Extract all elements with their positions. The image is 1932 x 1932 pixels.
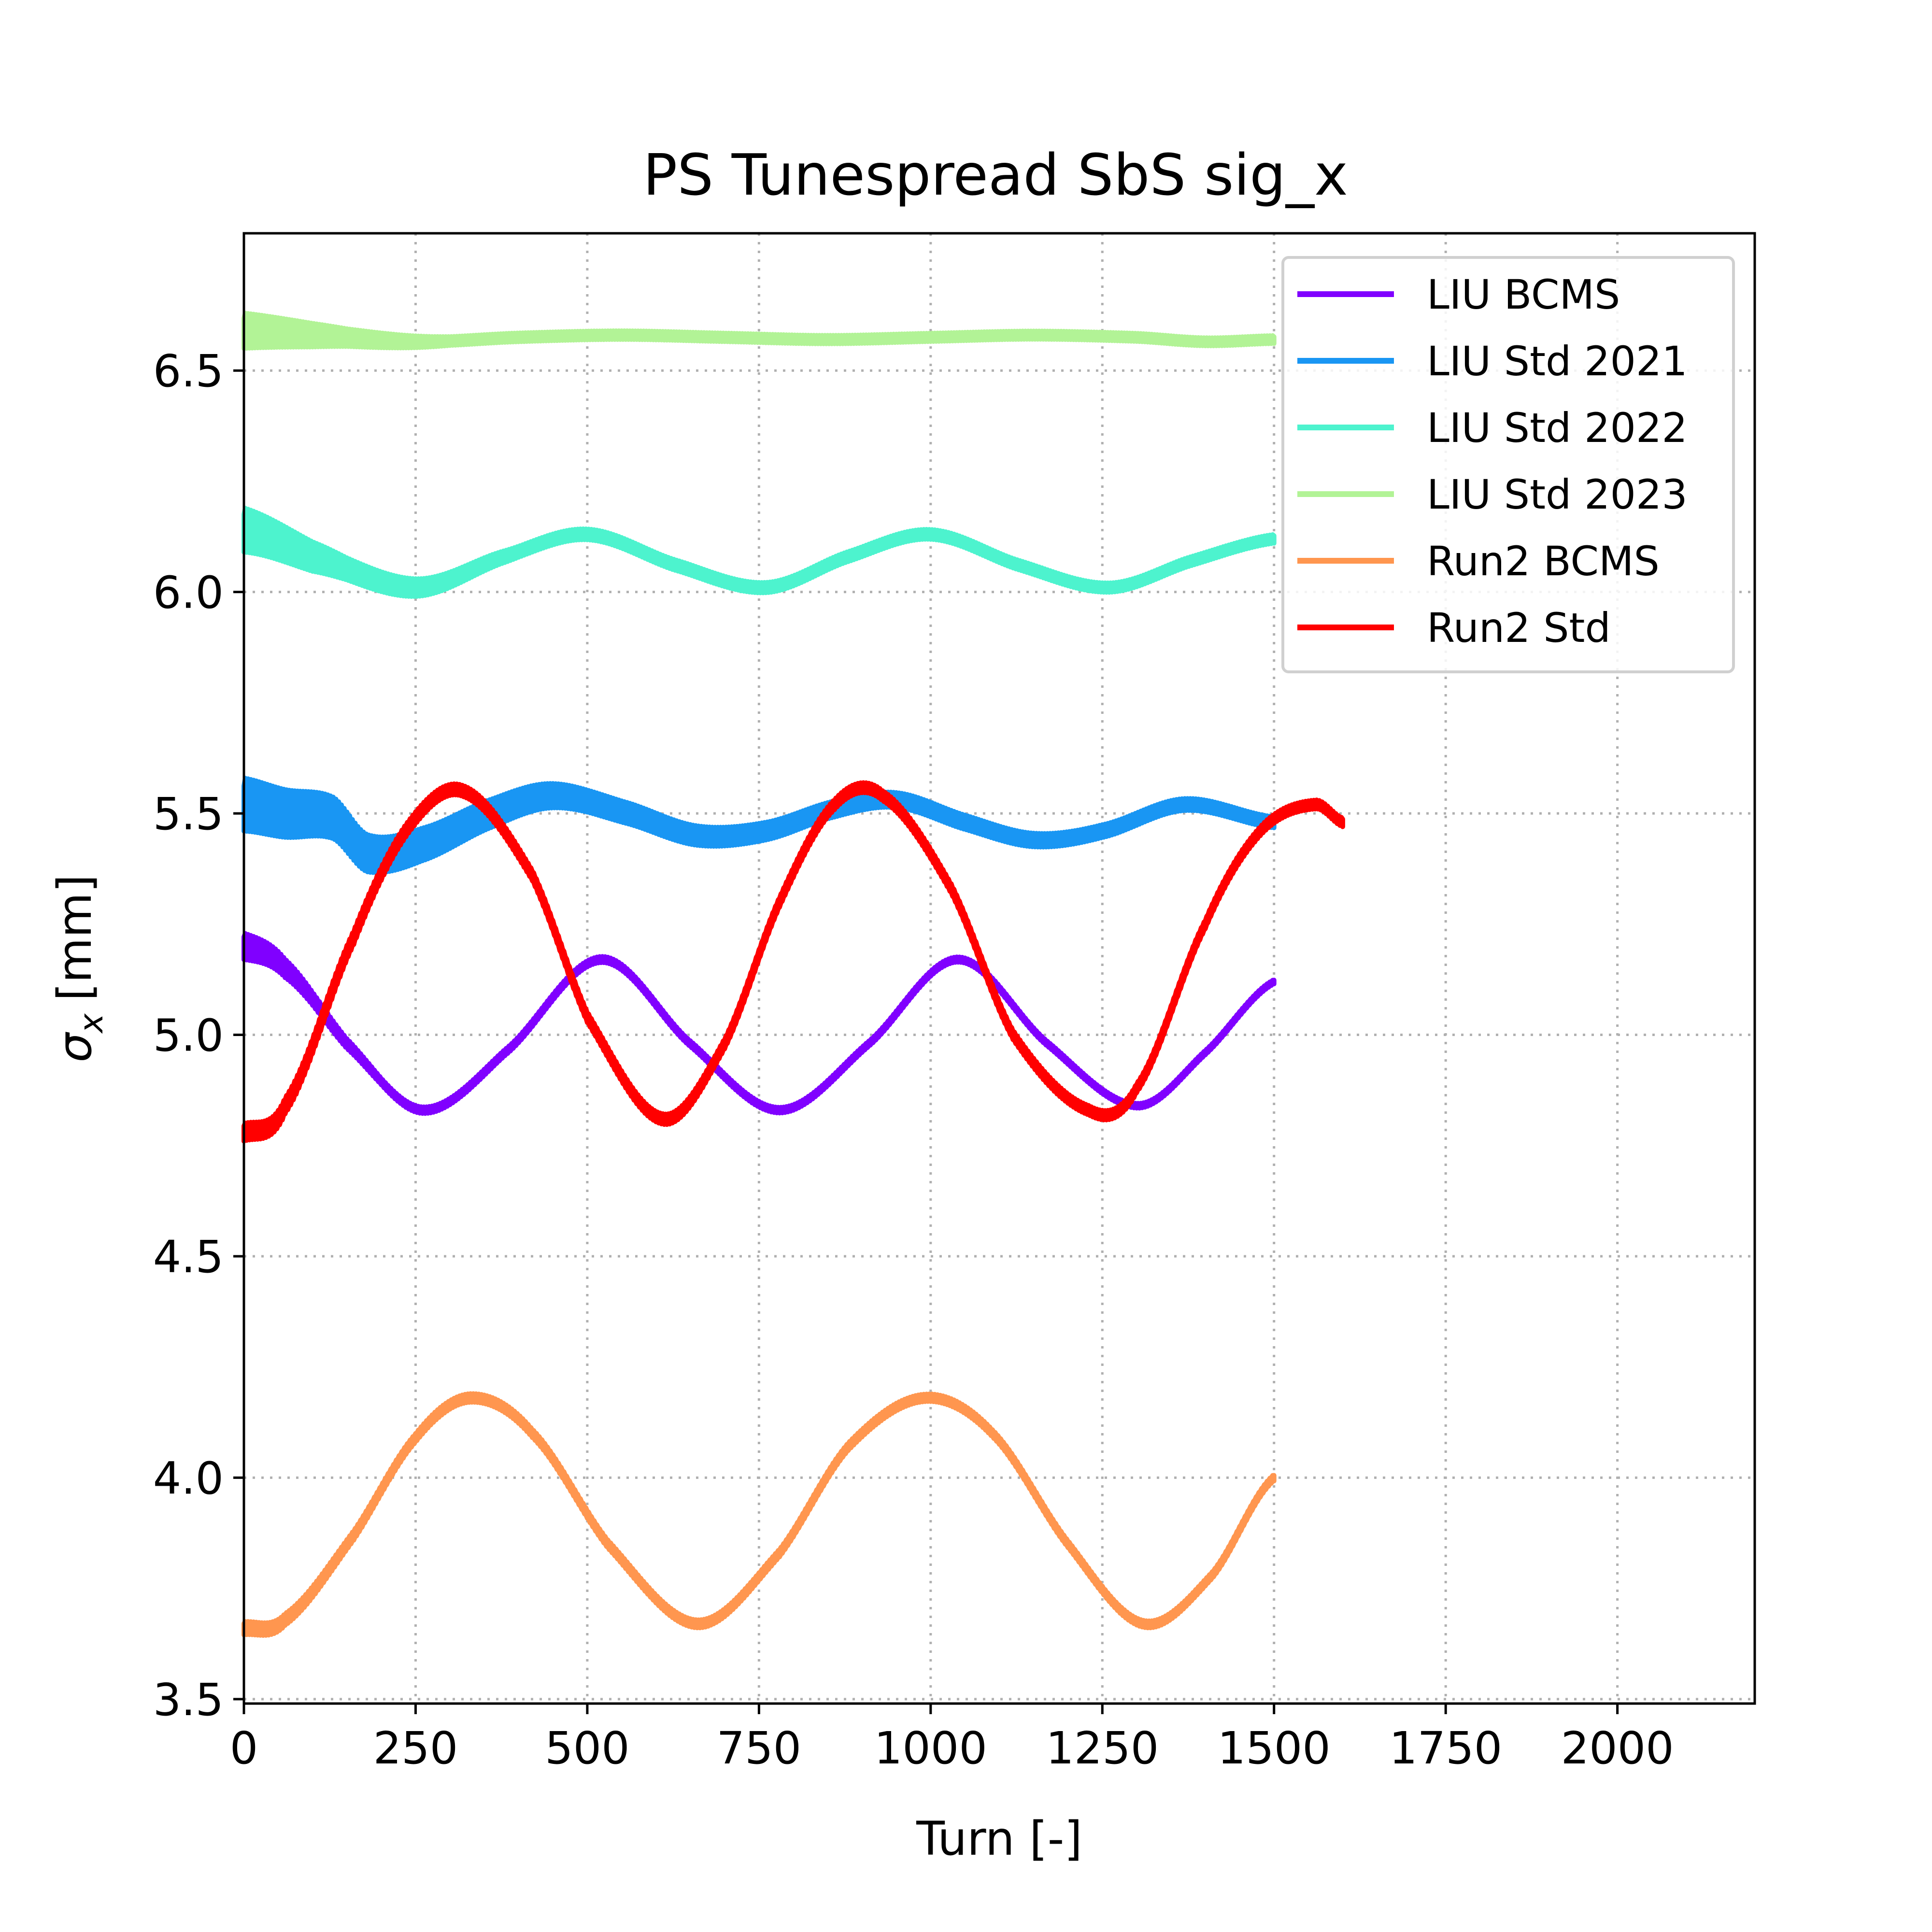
y-tick-label-0: 3.5 xyxy=(153,1674,224,1726)
y-axis-label-unit: [mm] xyxy=(48,874,102,1001)
series-0 xyxy=(242,931,1277,1116)
series-line-0 xyxy=(242,943,1276,1113)
y-axis-label: σx [mm] xyxy=(48,874,111,1062)
series-line-2 xyxy=(242,527,1276,591)
y-tick-label-6: 6.5 xyxy=(153,345,224,397)
y-axis-label-symbol: σ xyxy=(48,1032,102,1063)
y-axis-label-subscript: x xyxy=(72,1013,111,1034)
series-line-4 xyxy=(242,1394,1276,1632)
series-line-5 xyxy=(242,784,1345,1135)
x-tick-label-6: 1500 xyxy=(1218,1722,1331,1774)
x-tick-label-3: 750 xyxy=(717,1722,802,1774)
series-4 xyxy=(242,1391,1277,1638)
legend-label-0: LIU BCMS xyxy=(1427,271,1620,318)
series-band-1 xyxy=(242,776,1277,875)
y-tick-label-1: 4.0 xyxy=(153,1452,224,1504)
series-line-1 xyxy=(242,793,1276,858)
chart-title: PS Tunespread SbS sig_x xyxy=(643,142,1348,208)
legend-label-1: LIU Std 2021 xyxy=(1427,338,1688,385)
x-tick-label-0: 0 xyxy=(230,1722,258,1774)
series-band-2 xyxy=(242,506,1277,599)
y-axis-label-text: σx [mm] xyxy=(48,874,111,1062)
series-5 xyxy=(242,780,1345,1144)
legend-box xyxy=(1281,256,1735,673)
x-tick-label-4: 1000 xyxy=(874,1722,987,1774)
y-tick-label-2: 4.5 xyxy=(153,1231,224,1283)
x-tick-label-5: 1250 xyxy=(1046,1722,1159,1774)
ticks: 0 250 500 750 1000 1250 1500 1750 2000 3.5 4.0 4.5 5… xyxy=(153,345,1674,1774)
plot-frame xyxy=(242,232,1756,1705)
y-tick-label-5: 6.0 xyxy=(153,567,224,619)
x-tick-label-8: 2000 xyxy=(1561,1722,1674,1774)
legend: LIU BCMS LIU Std 2021 LIU Std 2022 LIU Std … xyxy=(1281,256,1735,673)
x-tick-label-1: 250 xyxy=(373,1722,458,1774)
y-tick-label-3: 5.0 xyxy=(153,1010,224,1062)
legend-label-4: Run2 BCMS xyxy=(1427,538,1660,585)
series-layer xyxy=(242,311,1345,1638)
series-line-3 xyxy=(242,327,1276,345)
y-tick-label-4: 5.5 xyxy=(153,788,224,840)
series-3 xyxy=(242,311,1277,351)
x-tick-label-2: 500 xyxy=(545,1722,630,1774)
legend-label-5: Run2 Std xyxy=(1427,604,1611,652)
series-2 xyxy=(242,506,1277,599)
legend-label-3: LIU Std 2023 xyxy=(1427,471,1688,518)
legend-label-2: LIU Std 2022 xyxy=(1427,404,1688,452)
x-tick-label-7: 1750 xyxy=(1389,1722,1502,1774)
series-1 xyxy=(242,776,1277,875)
x-axis-label: Turn [-] xyxy=(916,1812,1082,1866)
